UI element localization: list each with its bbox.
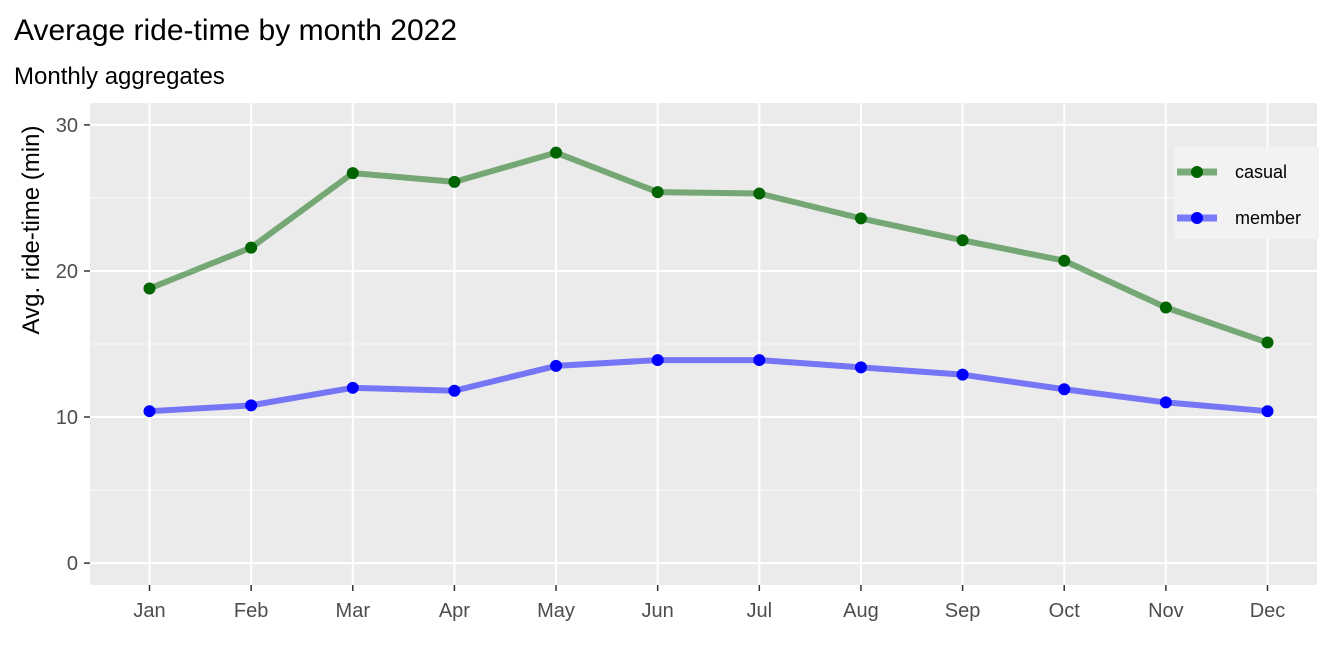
x-tick-label: Mar [336,600,371,622]
data-point-casual [448,175,461,188]
legend-label: member [1235,208,1301,228]
data-point-casual [651,186,664,199]
x-tick-label: Sep [945,600,981,622]
data-point-member [1159,396,1172,409]
x-tick-label: Feb [234,600,268,622]
legend-key-point [1191,212,1203,224]
data-point-member [143,405,156,418]
data-point-casual [1058,254,1071,267]
data-point-member [956,368,969,381]
series-lines [148,149,1269,415]
data-point-member [854,361,867,374]
data-point-casual [854,212,867,225]
x-tick-label: Dec [1250,600,1286,622]
data-point-casual [956,234,969,247]
data-point-member [651,354,664,367]
chart-title: Average ride-time by month 2022 [14,14,457,47]
data-point-member [245,399,258,412]
x-tick-label: Jan [133,600,165,622]
x-tick-label: Jul [747,600,773,622]
data-point-casual [753,187,766,200]
data-point-member [448,384,461,397]
grid-minor [90,197,1317,491]
x-tick-label: Jun [642,600,674,622]
data-point-member [1261,405,1274,418]
y-axis-title: Avg. ride-time (min) [18,126,45,335]
y-tick-label: 10 [56,407,78,429]
legend-key-point [1191,166,1203,178]
series-line-member [149,357,1268,415]
x-tick-label: Oct [1049,600,1081,622]
x-tick-label: Aug [843,600,879,622]
x-tick-label: Apr [439,600,470,622]
y-tick-label: 30 [56,115,78,137]
y-tick-label: 0 [67,553,78,575]
data-point-member [753,354,766,367]
data-point-member [346,381,359,394]
y-tick-label: 20 [56,261,78,283]
grid-major [90,103,1317,585]
data-point-member [550,359,563,372]
data-point-casual [1159,301,1172,314]
x-tick-label: Nov [1148,600,1184,622]
data-point-casual [143,282,156,295]
series-points [143,146,1274,418]
legend: casual member [1174,147,1319,239]
data-point-casual [1261,336,1274,349]
data-point-casual [550,146,563,159]
series-line-casual [148,149,1269,346]
x-axis: Jan Feb Mar Apr May Jun Jul Aug Sep Oct Nov Dec [133,585,1285,622]
data-point-casual [346,167,359,180]
data-point-casual [245,241,258,254]
y-axis: 0 10 20 30 [56,115,90,575]
x-tick-label: May [537,600,575,622]
chart-subtitle: Monthly aggregates [14,63,225,90]
legend-label: casual [1235,162,1287,182]
data-point-member [1058,383,1071,396]
